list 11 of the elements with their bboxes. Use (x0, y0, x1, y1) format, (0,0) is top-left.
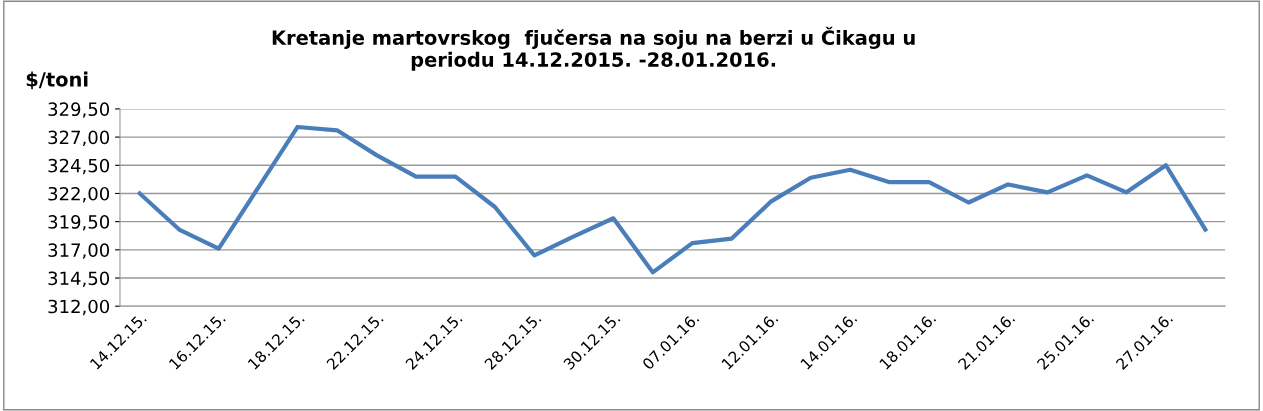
y-tick-label: 329,50 (48, 102, 110, 118)
y-tick-label: 324,50 (48, 158, 110, 175)
y-tick-label: 314,50 (48, 271, 110, 287)
y-axis-title: $/toni (26, 71, 88, 90)
y-tick-label: 319,50 (48, 215, 110, 231)
y-tick-label: 327,00 (48, 130, 110, 147)
y-tick-label: 317,00 (48, 243, 110, 259)
line-series (137, 124, 1208, 275)
y-tick-label: 322,00 (48, 186, 110, 203)
y-tick-label: 312,00 (48, 299, 110, 316)
chart-title: Kretanje martovrskog fjučersa na soju na berzi u Čikagu u periodu 14.12.2015. -28.01.2016. (272, 26, 915, 71)
